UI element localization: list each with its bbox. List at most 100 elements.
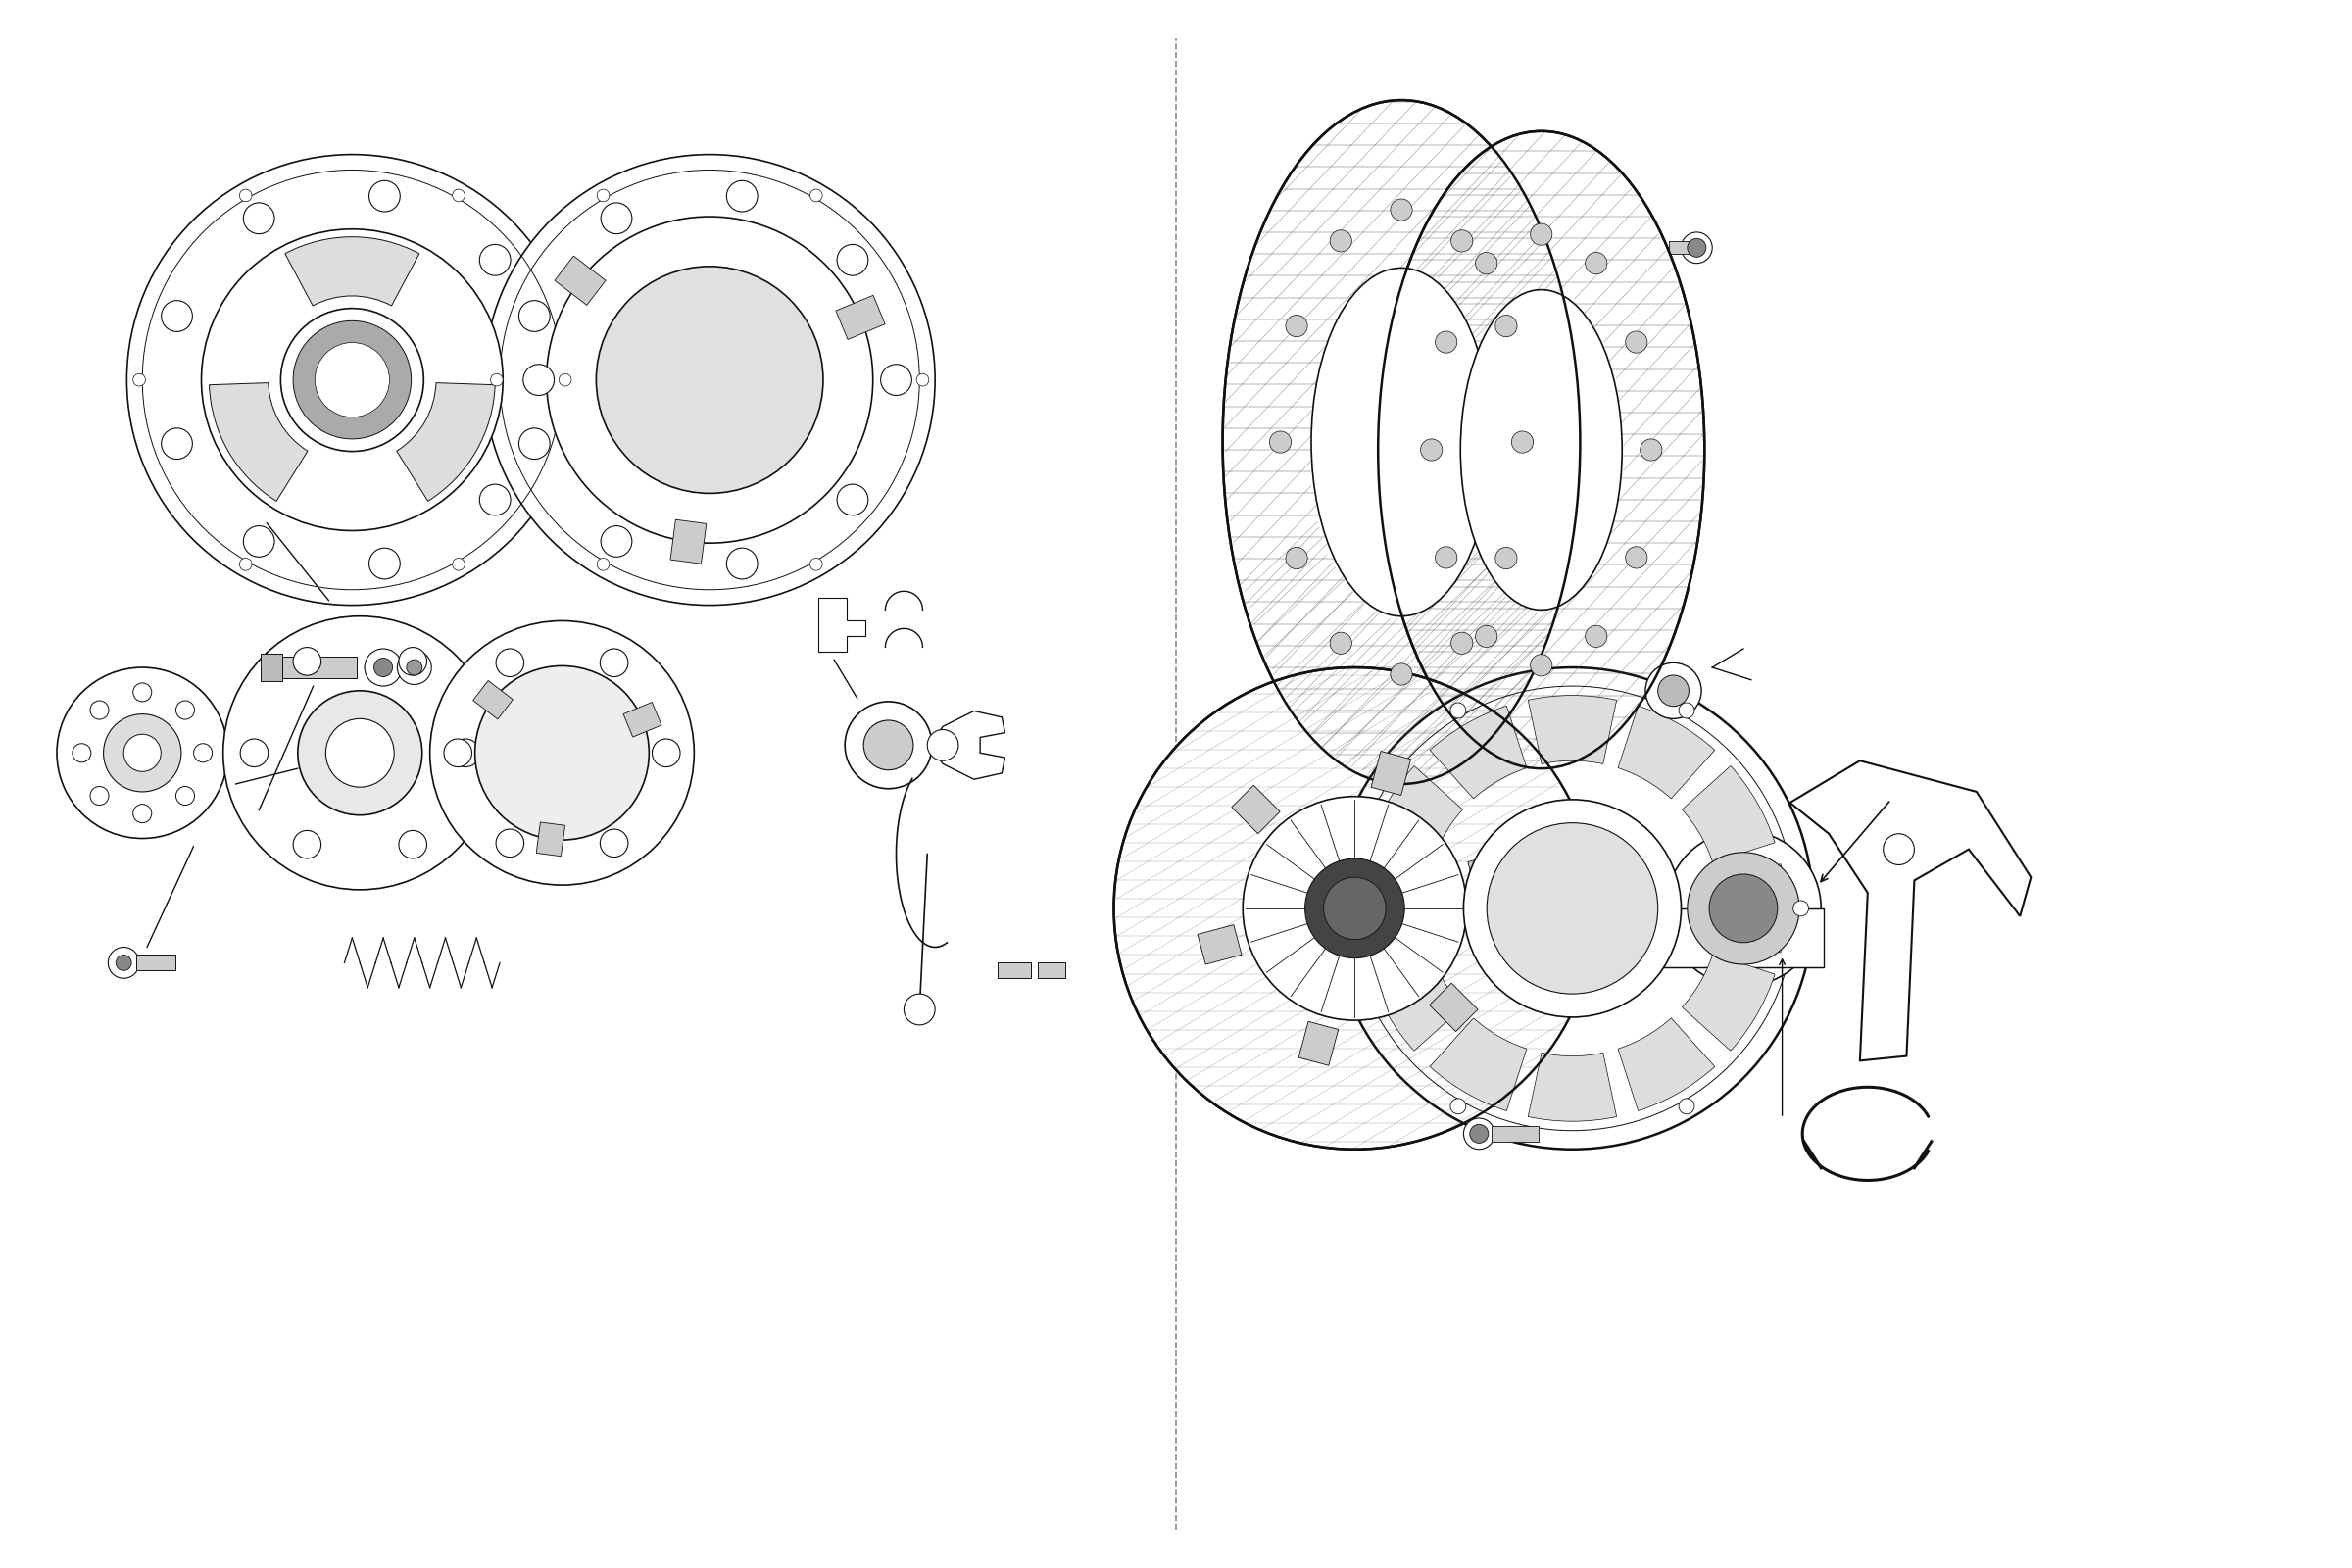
Circle shape	[240, 558, 252, 571]
Circle shape	[863, 720, 913, 770]
Ellipse shape	[1378, 132, 1705, 768]
Circle shape	[73, 743, 92, 762]
Circle shape	[1486, 823, 1658, 994]
Bar	[1430, 983, 1477, 1032]
Ellipse shape	[1625, 331, 1646, 353]
Circle shape	[294, 831, 322, 858]
Circle shape	[1463, 1118, 1494, 1149]
Ellipse shape	[1329, 632, 1352, 654]
Bar	[261, 654, 282, 682]
Circle shape	[1451, 702, 1465, 718]
Circle shape	[1679, 702, 1693, 718]
Circle shape	[1470, 1124, 1489, 1143]
Circle shape	[927, 729, 957, 760]
Wedge shape	[1359, 864, 1428, 953]
Circle shape	[880, 364, 913, 395]
Circle shape	[193, 743, 212, 762]
Circle shape	[134, 804, 151, 823]
Circle shape	[365, 649, 402, 687]
Wedge shape	[285, 237, 419, 306]
Ellipse shape	[1451, 230, 1472, 252]
Bar	[1468, 853, 1512, 892]
Circle shape	[369, 180, 400, 212]
Bar	[282, 657, 358, 679]
Circle shape	[127, 155, 579, 605]
Circle shape	[240, 190, 252, 202]
Circle shape	[1884, 834, 1915, 866]
Wedge shape	[1682, 765, 1776, 862]
Ellipse shape	[1287, 547, 1308, 569]
Circle shape	[1658, 676, 1689, 706]
Bar	[997, 963, 1033, 978]
Circle shape	[242, 202, 275, 234]
Wedge shape	[1618, 706, 1715, 798]
Circle shape	[1324, 877, 1385, 939]
Circle shape	[294, 648, 322, 676]
Circle shape	[162, 301, 193, 331]
Circle shape	[1792, 900, 1809, 916]
Ellipse shape	[1287, 315, 1308, 337]
Bar	[835, 295, 884, 340]
Ellipse shape	[1421, 439, 1442, 461]
Circle shape	[452, 558, 466, 571]
Bar	[1232, 786, 1279, 834]
Bar	[623, 702, 661, 737]
Circle shape	[369, 547, 400, 579]
Circle shape	[374, 659, 393, 677]
Circle shape	[315, 342, 390, 417]
Circle shape	[202, 229, 503, 530]
Ellipse shape	[1625, 547, 1646, 569]
Ellipse shape	[1639, 439, 1663, 461]
Circle shape	[176, 787, 195, 804]
Bar	[1197, 925, 1242, 964]
Circle shape	[280, 309, 423, 452]
Circle shape	[115, 955, 132, 971]
Bar	[555, 256, 607, 306]
Circle shape	[546, 216, 873, 543]
Ellipse shape	[1531, 224, 1552, 245]
Bar	[536, 822, 564, 856]
Circle shape	[844, 701, 931, 789]
Circle shape	[162, 428, 193, 459]
Circle shape	[597, 558, 609, 571]
Circle shape	[595, 267, 823, 494]
Circle shape	[445, 739, 473, 767]
Circle shape	[108, 947, 139, 978]
Circle shape	[522, 364, 555, 395]
Circle shape	[809, 190, 823, 202]
Circle shape	[480, 485, 510, 516]
Ellipse shape	[1461, 290, 1623, 610]
Polygon shape	[931, 710, 1004, 779]
Circle shape	[475, 666, 649, 840]
Bar	[136, 955, 174, 971]
Wedge shape	[1529, 695, 1616, 764]
Circle shape	[1686, 238, 1705, 257]
Circle shape	[1679, 1099, 1693, 1113]
Circle shape	[727, 547, 757, 579]
Circle shape	[134, 684, 151, 701]
Circle shape	[452, 739, 480, 767]
Wedge shape	[1430, 706, 1526, 798]
Circle shape	[809, 558, 823, 571]
Ellipse shape	[1310, 268, 1491, 616]
Bar	[670, 519, 706, 564]
Ellipse shape	[1329, 230, 1352, 252]
Circle shape	[727, 180, 757, 212]
Wedge shape	[1369, 953, 1463, 1051]
Circle shape	[597, 190, 609, 202]
Circle shape	[520, 428, 550, 459]
Wedge shape	[1682, 953, 1776, 1051]
Wedge shape	[397, 383, 494, 502]
Polygon shape	[818, 597, 866, 652]
Circle shape	[400, 648, 426, 676]
Ellipse shape	[1435, 331, 1456, 353]
Circle shape	[1331, 668, 1813, 1149]
Circle shape	[103, 713, 181, 792]
Bar	[473, 681, 513, 720]
Circle shape	[223, 616, 496, 889]
Ellipse shape	[1435, 547, 1456, 569]
Circle shape	[837, 485, 868, 516]
Circle shape	[496, 649, 524, 677]
Circle shape	[492, 373, 503, 386]
Wedge shape	[1529, 1052, 1616, 1121]
